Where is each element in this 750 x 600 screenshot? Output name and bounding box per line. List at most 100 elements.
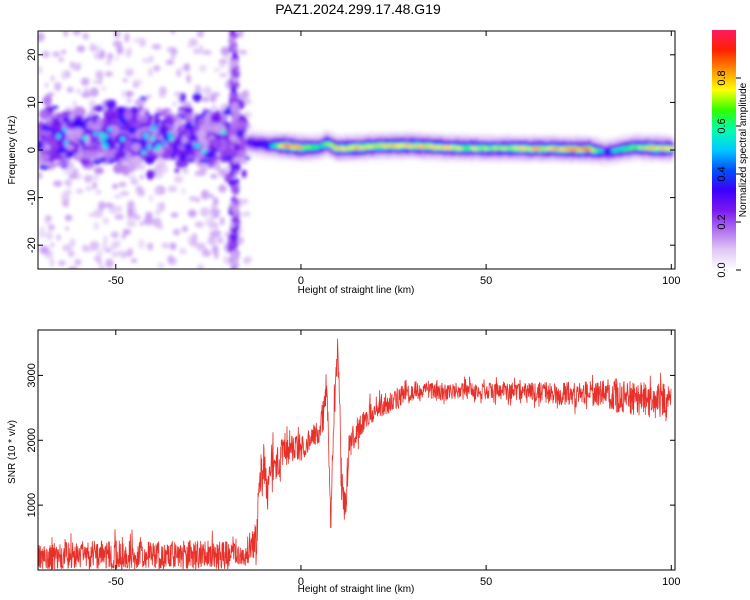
spectrogram-cell xyxy=(55,113,68,119)
spectrogram-cell xyxy=(230,250,239,260)
colorbar-gradient xyxy=(712,30,736,270)
spectrogram-cell xyxy=(222,156,233,161)
spectrogram-cell xyxy=(156,202,161,212)
spectrogram-cell xyxy=(63,140,69,146)
spectrogram-cell xyxy=(92,181,98,190)
spectrogram-cell xyxy=(124,70,134,77)
spectrogram-cell xyxy=(162,140,168,146)
spectrogram-cell xyxy=(114,213,124,220)
spectrogram-cell xyxy=(203,116,213,121)
spectrogram-cell xyxy=(148,194,154,203)
spectrogram-y-tick-label: 10 xyxy=(26,96,38,108)
spectrogram-x-tick-label: 0 xyxy=(298,275,304,287)
spectrogram-cell xyxy=(187,43,193,48)
spectrogram-cell xyxy=(170,212,179,218)
spectrogram-cell xyxy=(98,132,104,138)
spectrogram-cell xyxy=(121,126,128,131)
spectrogram-cell xyxy=(138,117,149,124)
spectrogram-cell xyxy=(138,104,144,112)
spectrogram-cell xyxy=(55,162,68,167)
colorbar-label: Normalized spectral amplitude xyxy=(738,82,749,217)
colorbar-ticks: 0.0 0.2 0.4 0.6 0.8 xyxy=(716,70,741,278)
spectrogram-cell xyxy=(230,221,236,229)
spectrogram-cell xyxy=(195,221,200,228)
spectrogram-cell xyxy=(151,43,162,50)
spectrogram-cell xyxy=(38,139,44,152)
spectrogram-cell xyxy=(120,136,126,142)
spectrogram-cell xyxy=(116,44,124,55)
spectrogram-cell xyxy=(187,157,195,163)
spectrogram-cell xyxy=(231,202,238,214)
spectrogram-cell xyxy=(170,152,176,161)
spectrogram-cell xyxy=(101,86,106,91)
spectrogram-cell xyxy=(198,44,204,55)
spectrogram-cell xyxy=(245,112,252,118)
spectrogram-cell xyxy=(186,74,191,84)
spectrogram-cell xyxy=(107,52,114,61)
spectrogram-cell xyxy=(44,82,49,88)
spectrogram-cell xyxy=(147,242,154,251)
spectrogram-cell xyxy=(181,167,189,174)
spectrogram-cell xyxy=(71,127,84,136)
spectrogram-cell xyxy=(138,189,145,196)
spectrogram-cell xyxy=(38,122,42,130)
spectrogram-cell xyxy=(119,250,127,259)
spectrogram-cell xyxy=(183,141,194,152)
spectrogram-cell xyxy=(220,46,230,56)
spectrogram-cell xyxy=(167,131,173,137)
spectrogram-cell xyxy=(129,133,138,138)
spectrogram-cell xyxy=(39,153,50,161)
spectrogram-blobs xyxy=(38,31,675,269)
spectrogram-cell xyxy=(210,173,218,179)
spectrogram-cell xyxy=(49,242,55,248)
spectrogram-cell xyxy=(184,112,190,122)
spectrogram-cell xyxy=(219,137,226,147)
spectrogram-cell xyxy=(140,162,145,171)
spectrogram-cell xyxy=(79,157,91,165)
spectrogram-cell xyxy=(157,223,164,230)
spectrogram-y-tick-label: -10 xyxy=(26,190,38,206)
spectrogram-cell xyxy=(196,129,206,139)
spectrogram-cell xyxy=(209,93,217,103)
spectrogram-cell xyxy=(75,62,82,71)
spectrogram-cell xyxy=(229,92,237,100)
spectrogram-cell xyxy=(167,185,178,193)
spectrogram-cell xyxy=(62,127,68,133)
spectrogram-cell xyxy=(157,262,165,269)
spectrogram-cell xyxy=(172,121,183,127)
spectrogram-cell xyxy=(237,31,244,38)
spectrogram-cell xyxy=(244,155,251,161)
spectrogram-cell xyxy=(45,230,54,241)
spectrogram-cell xyxy=(56,133,62,139)
chart-title: PAZ1.2024.299.17.48.G19 xyxy=(275,1,441,17)
spectrogram-cell xyxy=(147,67,154,77)
spectrogram-cell xyxy=(82,32,89,40)
spectrogram-cell xyxy=(95,45,102,55)
spectrogram-cell xyxy=(125,139,133,145)
snr-x-tick-label: 0 xyxy=(298,576,304,588)
spectrogram-cell xyxy=(241,169,247,178)
spectrogram-cell xyxy=(100,137,106,143)
spectrogram-cell xyxy=(214,251,219,260)
spectrogram-cell xyxy=(133,214,142,220)
spectrogram-cell xyxy=(168,135,174,141)
spectrogram-cell xyxy=(95,70,104,79)
spectrogram-cell xyxy=(196,242,206,251)
snr-x-tick-label: 100 xyxy=(662,576,680,588)
spectrogram-cell xyxy=(207,220,216,229)
spectrogram-cell xyxy=(38,65,43,74)
spectrogram-cell xyxy=(179,152,187,164)
spectrogram-cell xyxy=(97,80,103,85)
snr-y-axis-label: SNR (10 * v/v) xyxy=(7,420,18,484)
spectrogram-cell xyxy=(105,71,113,77)
snr-y-tick-label: 3000 xyxy=(26,363,38,387)
spectrogram-cell xyxy=(153,65,161,72)
spectrogram-cell xyxy=(105,248,111,253)
spectrogram-cell xyxy=(200,189,210,200)
spectrogram-cell xyxy=(95,117,104,127)
spectrogram-cell xyxy=(130,258,138,264)
spectrogram-cell xyxy=(131,142,141,152)
spectrogram-cell xyxy=(174,167,180,174)
spectrogram-cell xyxy=(218,59,228,64)
spectrogram-cell xyxy=(56,234,62,241)
